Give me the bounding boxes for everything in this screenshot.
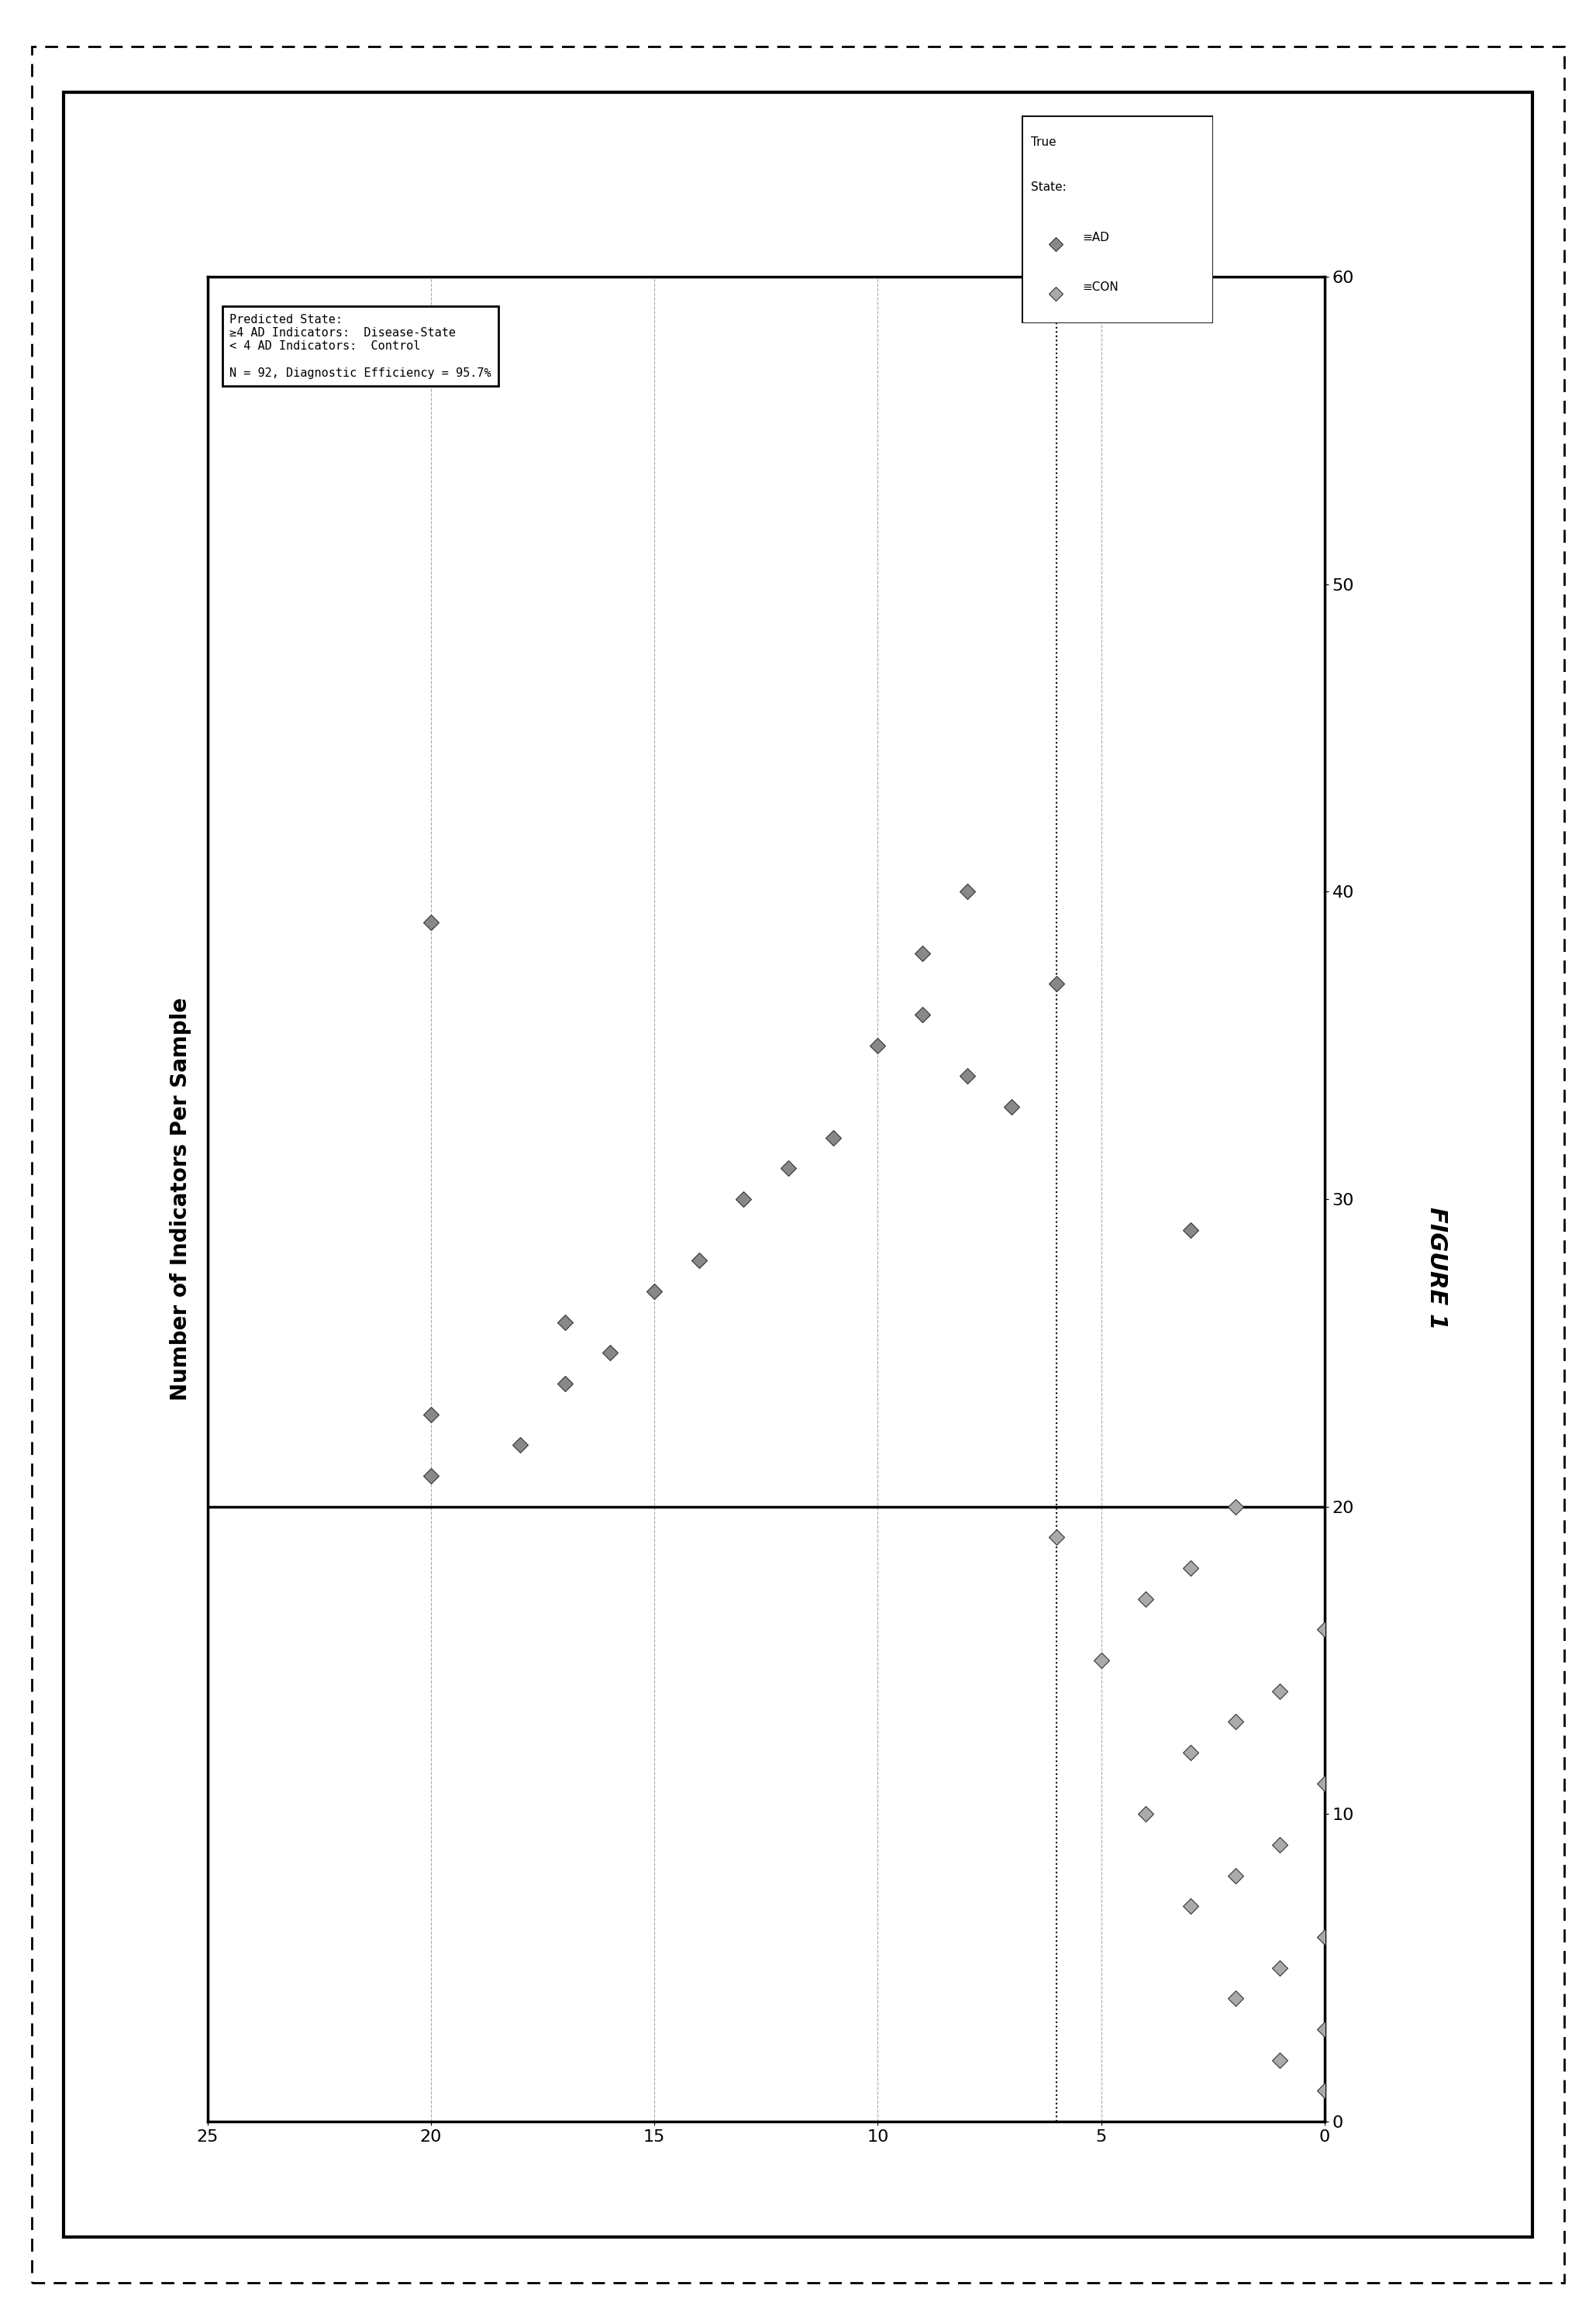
Y-axis label: Number of Indicators Per Sample: Number of Indicators Per Sample [169, 998, 192, 1400]
Text: State:: State: [1031, 182, 1066, 194]
Text: True: True [1031, 136, 1057, 148]
Text: ≡AD: ≡AD [1082, 233, 1109, 244]
Text: Predicted State:
≥4 AD Indicators:  Disease-State
< 4 AD Indicators:  Control

N: Predicted State: ≥4 AD Indicators: Disea… [230, 314, 492, 378]
Text: ≡CON: ≡CON [1082, 281, 1119, 293]
Text: FIGURE 1: FIGURE 1 [1425, 1206, 1448, 1331]
